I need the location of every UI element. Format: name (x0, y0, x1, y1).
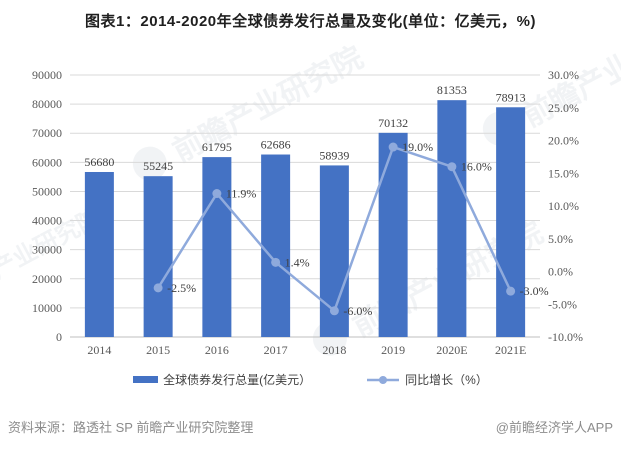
bar (378, 132, 408, 337)
right-axis-tick-label: 0.0% (548, 265, 573, 279)
bar-value-label: 56680 (84, 155, 114, 169)
x-axis-label: 2015 (146, 343, 170, 357)
growth-point-label: -2.5% (167, 281, 196, 295)
bar-value-label: 61795 (202, 140, 232, 154)
x-axis-label: 2020E (436, 343, 467, 357)
left-axis-tick-label: 70000 (32, 126, 62, 140)
bar-value-label: 78913 (496, 90, 526, 104)
chart-title: 图表1：2014-2020年全球债券发行总量及变化(单位：亿美元，%) (85, 13, 536, 30)
x-axis-label: 2021E (495, 343, 526, 357)
right-axis-tick-label: 10.0% (548, 199, 579, 213)
bar (437, 100, 467, 337)
legend-item-total: 全球债券发行总量(亿美元） (133, 371, 311, 388)
right-axis-tick-label: 25.0% (548, 101, 579, 115)
combo-chart: 0 10000 20000 30000 40000 50000 60000 70000 8000… (32, 68, 583, 357)
legend-item-growth: 同比增长（%） (366, 371, 488, 388)
chart-legend: 全球债券发行总量(亿美元） 同比增长（%） (0, 371, 621, 388)
bar-value-label: 58939 (319, 148, 349, 162)
growth-point (212, 189, 222, 199)
growth-point (506, 286, 516, 296)
growth-point-label: 19.0% (402, 140, 433, 154)
bar (143, 176, 173, 337)
growth-point-label: -3.0% (520, 284, 549, 298)
left-axis-tick-label: 80000 (32, 97, 62, 111)
x-axis-label: 2014 (87, 343, 111, 357)
bar-swatch-icon (133, 376, 159, 383)
line-swatch-icon (367, 375, 400, 384)
bar-value-label: 70132 (378, 116, 408, 130)
bar-value-label: 55245 (143, 159, 173, 173)
right-axis-tick-label: 30.0% (548, 68, 579, 82)
right-axis-tick-label: -5.0% (548, 297, 577, 311)
x-axis-label: 2017 (264, 343, 288, 357)
left-axis-tick-label: 90000 (32, 68, 62, 82)
left-axis-tick-label: 60000 (32, 155, 62, 169)
growth-point (329, 306, 339, 316)
x-axis-label: 2019 (381, 343, 405, 357)
left-axis-tick-label: 30000 (32, 243, 62, 257)
source-note: 资料来源：路透社 SP 前瞻产业研究院整理 (8, 420, 254, 435)
right-axis-tick-label: 15.0% (548, 166, 579, 180)
growth-point (447, 162, 457, 172)
growth-point-label: 11.9% (226, 187, 257, 201)
growth-point-label: -6.0% (343, 304, 372, 318)
growth-point-label: 16.0% (461, 160, 492, 174)
growth-point (153, 283, 163, 293)
legend-label-total: 全球债券发行总量(亿美元） (163, 373, 312, 387)
bar (261, 154, 291, 337)
left-axis-tick-label: 40000 (32, 214, 62, 228)
left-axis-tick-label: 20000 (32, 272, 62, 286)
x-axis-label: 2016 (205, 343, 229, 357)
left-axis-tick-label: 10000 (32, 301, 62, 315)
bar-value-label: 81353 (437, 83, 467, 97)
x-axis-label: 2018 (322, 343, 346, 357)
bar-value-label: 62686 (261, 138, 291, 152)
legend-label-growth: 同比增长（%） (405, 373, 488, 387)
left-axis-tick-label: 0 (56, 330, 62, 344)
growth-point (388, 142, 398, 152)
growth-point (271, 257, 281, 267)
footer: 资料来源：路透社 SP 前瞻产业研究院整理 @前瞻经济学人APP (8, 417, 613, 436)
bar (202, 157, 232, 337)
brand-note: @前瞻经济学人APP (495, 420, 613, 435)
growth-point-label: 1.4% (285, 255, 310, 269)
bar (84, 171, 114, 337)
left-axis-tick-label: 50000 (32, 184, 62, 198)
right-axis-tick-label: 20.0% (548, 134, 579, 148)
right-axis-tick-label: 5.0% (548, 232, 573, 246)
right-axis-tick-label: -10.0% (548, 330, 583, 344)
bar (496, 107, 526, 338)
